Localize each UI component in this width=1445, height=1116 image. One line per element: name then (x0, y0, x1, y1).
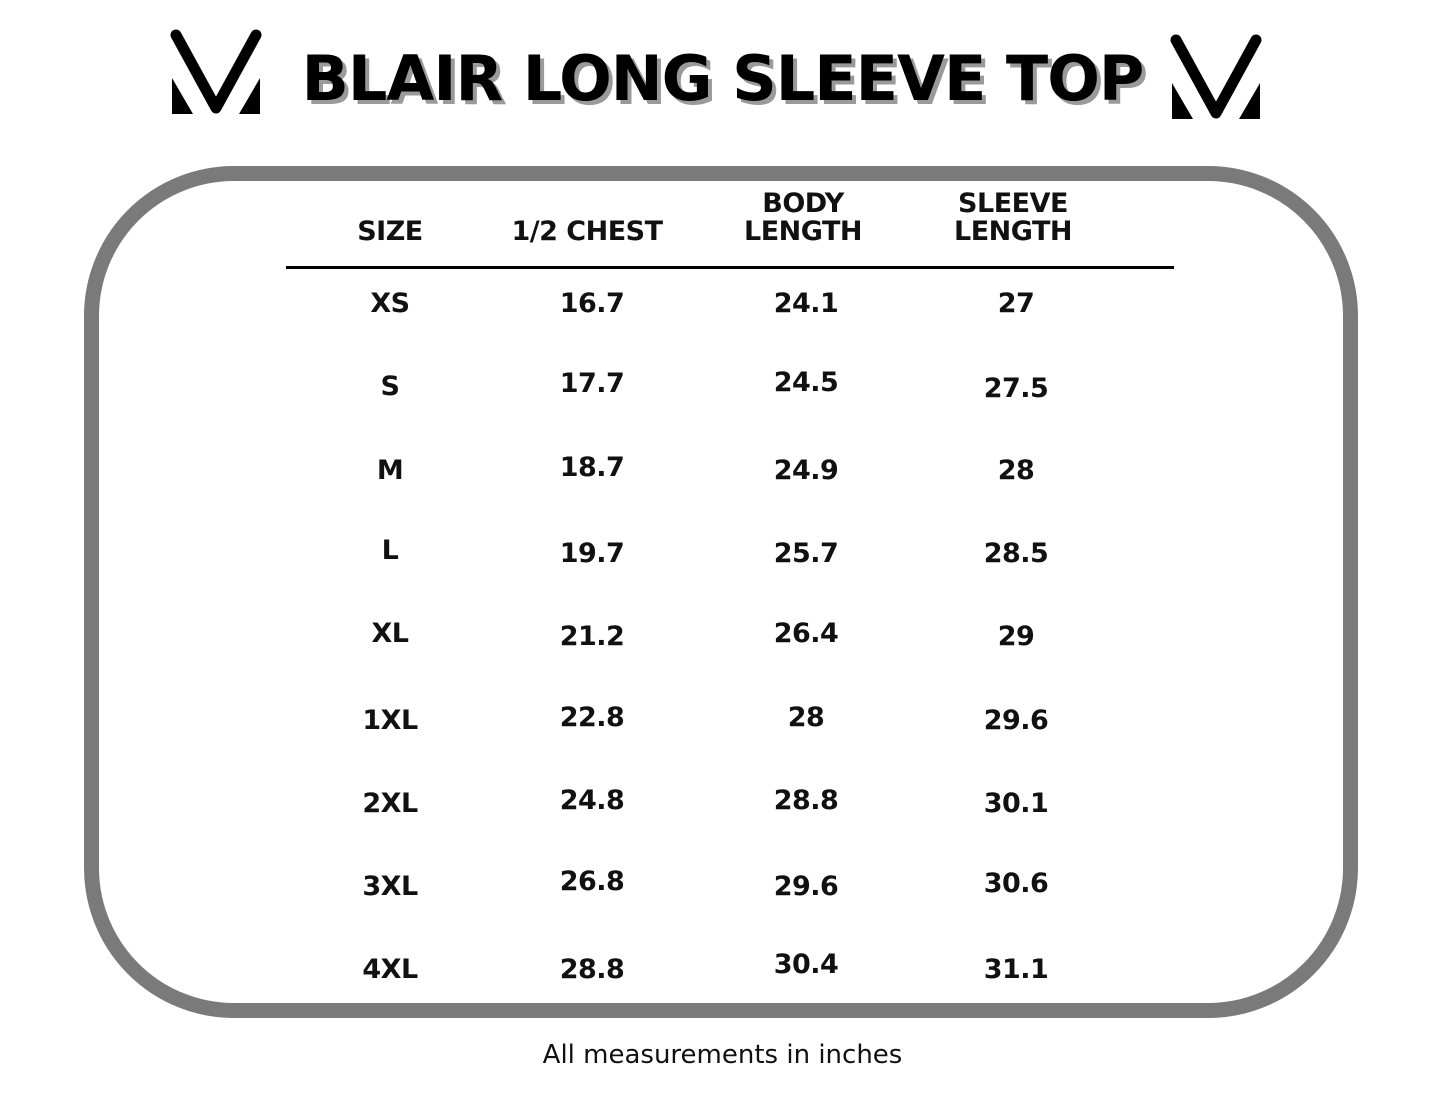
column-header: SLEEVE LENGTH (913, 190, 1113, 246)
size-label: M (376, 454, 404, 486)
measurement-cell: 28.8 (559, 954, 625, 986)
column-header: 1/2 CHEST (487, 190, 687, 246)
footnote: All measurements in inches (542, 1040, 903, 1070)
v-logo-icon (1170, 34, 1262, 119)
column-header-label: SIZE (357, 216, 423, 247)
header-divider (286, 266, 1174, 269)
size-label: 4XL (362, 954, 418, 986)
measurement-cell: 21.2 (559, 621, 625, 653)
column-header-label (487, 190, 687, 218)
measurement-cell: 28.8 (773, 784, 839, 816)
measurement-cell: 28 (787, 701, 825, 733)
column-header-label (290, 190, 490, 218)
measurement-cell: 26.8 (559, 866, 625, 898)
size-label: XL (371, 618, 409, 650)
measurement-cell: 29.6 (983, 704, 1049, 736)
size-label: 3XL (362, 871, 418, 903)
measurement-cell: 31.1 (983, 954, 1049, 986)
measurement-cell: 27.5 (983, 373, 1049, 405)
measurement-cell: 28 (997, 454, 1035, 486)
column-header-label: LENGTH (954, 216, 1072, 247)
measurement-cell: 16.7 (559, 288, 625, 319)
column-header-label: SLEEVE (958, 188, 1068, 219)
measurement-cell: 28.5 (983, 537, 1049, 569)
measurement-cell: 27 (997, 288, 1035, 319)
size-label: XS (370, 288, 410, 319)
column-header-label: 1/2 CHEST (511, 216, 663, 247)
size-label: L (381, 534, 399, 566)
v-logo-icon (170, 29, 262, 114)
measurement-cell: 22.8 (559, 701, 625, 733)
measurement-cell: 24.1 (773, 288, 839, 319)
size-label: 2XL (362, 787, 418, 819)
measurement-cell: 30.1 (983, 787, 1049, 819)
size-label: S (380, 371, 400, 403)
measurement-cell: 30.4 (773, 949, 839, 981)
measurement-cell: 19.7 (559, 537, 625, 569)
column-header: BODY LENGTH (703, 190, 903, 246)
measurement-cell: 25.7 (773, 537, 839, 569)
size-chart-frame (84, 166, 1358, 1018)
size-label: 1XL (362, 704, 418, 736)
column-header-label: LENGTH (744, 216, 862, 247)
measurement-cell: 18.7 (559, 451, 625, 483)
measurement-cell: 24.9 (773, 454, 839, 486)
column-header: SIZE (290, 190, 490, 246)
measurement-cell: 29 (997, 621, 1035, 653)
measurement-cell: 29.6 (773, 871, 839, 903)
page-title: BLAIR LONG SLEEVE TOP (301, 42, 1145, 115)
measurement-cell: 24.8 (559, 784, 625, 816)
measurement-cell: 26.4 (773, 618, 839, 650)
column-header-label: BODY (762, 188, 844, 219)
measurement-cell: 24.5 (773, 367, 839, 399)
measurement-cell: 17.7 (559, 368, 625, 400)
measurement-cell: 30.6 (983, 868, 1049, 900)
